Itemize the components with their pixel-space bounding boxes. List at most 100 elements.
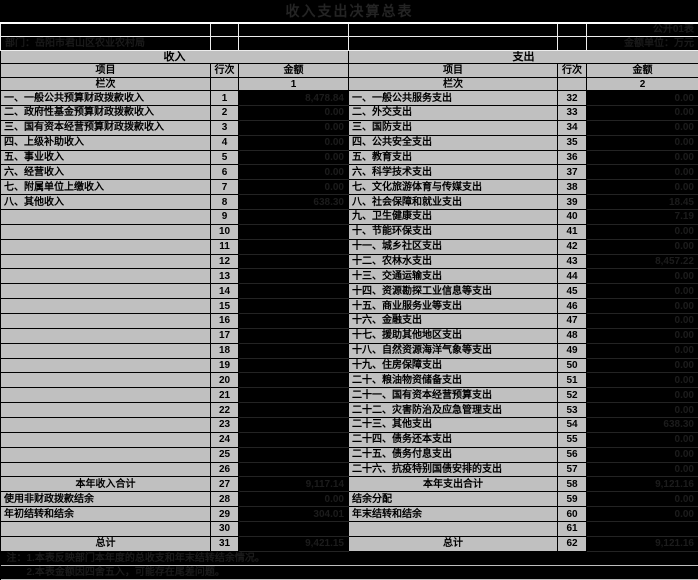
expenditure-amount-cell: 0.00 (586, 312, 698, 329)
income-amount-cell (238, 208, 349, 225)
income-rownum-cell: 10 (210, 223, 239, 240)
header-spacer (0, 22, 211, 37)
income-amount-cell (238, 342, 349, 359)
income-item-cell (0, 431, 211, 448)
income-item-cell: 八、其他收入 (0, 194, 211, 210)
expenditure-col-amount: 金额 (586, 63, 698, 79)
expenditure-item-cell: 本年支出合计 (348, 476, 558, 493)
expenditure-item-cell: 二十六、抗疫特别国债安排的支出 (348, 461, 558, 478)
expenditure-item-cell: 十二、农林水支出 (348, 253, 558, 270)
income-amount-cell (238, 327, 349, 344)
income-amount-cell (238, 521, 349, 537)
table-row: 使用非财政拨款结余 28 0.00 结余分配 59 0.00 (0, 491, 698, 508)
expenditure-amount-cell: 0.00 (586, 446, 698, 463)
header-spacer (238, 36, 349, 51)
table-row: 22 二十二、灾害防治及应急管理支出 53 0.00 (0, 402, 698, 418)
income-item-cell (0, 446, 211, 463)
income-amount-cell: 0.00 (238, 104, 349, 121)
expenditure-item-cell: 八、社会保障和就业支出 (348, 194, 558, 210)
expenditure-section-header: 支出 (348, 49, 698, 65)
expenditure-amount-cell: 0.00 (586, 268, 698, 285)
expenditure-amount-cell: 18.45 (586, 194, 698, 210)
income-rownum-cell: 21 (210, 387, 239, 404)
expenditure-amount-cell: 0.00 (586, 327, 698, 344)
expenditure-item-cell: 三、国防支出 (348, 119, 558, 136)
income-amount-cell (238, 446, 349, 463)
income-rownum-cell: 29 (210, 506, 239, 523)
note-row: 2.本表金额因四舍五入，可能存在尾差问题。 (0, 565, 698, 580)
income-rownum-cell: 9 (210, 208, 239, 225)
income-rownum-cell: 25 (210, 446, 239, 463)
income-rownum-cell: 6 (210, 164, 239, 181)
income-item-cell (0, 327, 211, 344)
income-rownum-cell: 2 (210, 104, 239, 121)
income-item-cell: 六、经营收入 (0, 164, 211, 181)
table-row: 12 十二、农林水支出 43 8,457.22 (0, 253, 698, 270)
income-amount-cell (238, 357, 349, 374)
report-title: 收入支出决算总表 (0, 0, 698, 24)
expenditure-rownum-cell: 51 (557, 372, 587, 389)
income-item-cell (0, 283, 211, 300)
income-amount-cell (238, 461, 349, 478)
expenditure-item-cell: 十、节能环保支出 (348, 223, 558, 240)
expenditure-amount-cell: 0.00 (586, 402, 698, 418)
expenditure-rownum-cell: 34 (557, 119, 587, 136)
unit-label-cell: 金额单位：万元 (586, 36, 698, 51)
section-header-row: 收入 支出 (0, 49, 698, 65)
income-item-cell (0, 521, 211, 537)
expenditure-item-cell: 二十、粮油物资储备支出 (348, 372, 558, 389)
income-rownum-cell: 15 (210, 298, 239, 314)
income-rownum-cell: 13 (210, 268, 239, 285)
expenditure-item-cell: 十四、资源勘探工业信息等支出 (348, 283, 558, 300)
expenditure-amount-cell: 9,121.16 (586, 476, 698, 493)
income-rownum-cell: 14 (210, 283, 239, 300)
income-amount-cell (238, 283, 349, 300)
income-amount-cell (238, 298, 349, 314)
table-row: 18 十八、自然资源海洋气象等支出 49 0.00 (0, 342, 698, 359)
income-rownum-cell: 24 (210, 431, 239, 448)
income-amount-cell: 0.00 (238, 134, 349, 151)
income-amount-cell: 0.00 (238, 119, 349, 136)
expenditure-rownum-cell: 55 (557, 431, 587, 448)
income-amount-cell: 9,117.14 (238, 476, 349, 493)
income-item-cell (0, 238, 211, 255)
income-item-cell (0, 312, 211, 329)
income-item-cell (0, 417, 211, 433)
form-number-row: 公开01表 (0, 22, 698, 37)
expenditure-amount-cell: 0.00 (586, 223, 698, 240)
expenditure-amount-cell: 0.00 (586, 491, 698, 508)
income-item-cell (0, 208, 211, 225)
expenditure-item-cell: 二十五、债务付息支出 (348, 446, 558, 463)
expenditure-item-cell: 二十一、国有资本经营预算支出 (348, 387, 558, 404)
expenditure-amount-cell: 0.00 (586, 506, 698, 523)
expenditure-amount-cell: 0.00 (586, 238, 698, 255)
expenditure-item-cell: 年末结转和结余 (348, 506, 558, 523)
expenditure-rownum-cell: 33 (557, 104, 587, 121)
table-row: 14 十四、资源勘探工业信息等支出 45 0.00 (0, 283, 698, 300)
table-row: 一、一般公共预算财政拨款收入 1 8,478.84 一、一般公共服务支出 32 0.00 (0, 90, 698, 106)
expenditure-item-cell: 十三、交通运输支出 (348, 268, 558, 285)
expenditure-item-cell: 十八、自然资源海洋气象等支出 (348, 342, 558, 359)
lanci-row: 栏次 1 栏次 2 (0, 77, 698, 92)
expenditure-amount-cell: 0.00 (586, 164, 698, 181)
expenditure-lanci-label: 栏次 (348, 77, 558, 92)
header-spacer (557, 22, 587, 37)
expenditure-item-cell: 二十四、债务还本支出 (348, 431, 558, 448)
income-item-cell (0, 372, 211, 389)
expenditure-rownum-cell: 39 (557, 194, 587, 210)
expenditure-item-cell: 十七、援助其他地区支出 (348, 327, 558, 344)
expenditure-item-cell: 总计 (348, 535, 558, 552)
expenditure-amount-cell (586, 521, 698, 537)
income-item-cell: 总计 (0, 535, 211, 552)
income-rownum-cell: 31 (210, 535, 239, 552)
expenditure-item-cell: 结余分配 (348, 491, 558, 508)
expenditure-rownum-cell: 40 (557, 208, 587, 225)
table-row: 二、政府性基金预算财政拨款收入 2 0.00 二、外交支出 33 0.00 (0, 104, 698, 121)
table-row: 15 十五、商业服务业等支出 46 0.00 (0, 298, 698, 314)
table-row: 八、其他收入 8 638.30 八、社会保障和就业支出 39 18.45 (0, 194, 698, 210)
income-item-cell (0, 268, 211, 285)
income-amount-cell: 0.00 (238, 149, 349, 166)
income-rownum-cell: 28 (210, 491, 239, 508)
income-amount-cell (238, 372, 349, 389)
table-row: 年初结转和结余 29 304.01 年末结转和结余 60 0.00 (0, 506, 698, 523)
